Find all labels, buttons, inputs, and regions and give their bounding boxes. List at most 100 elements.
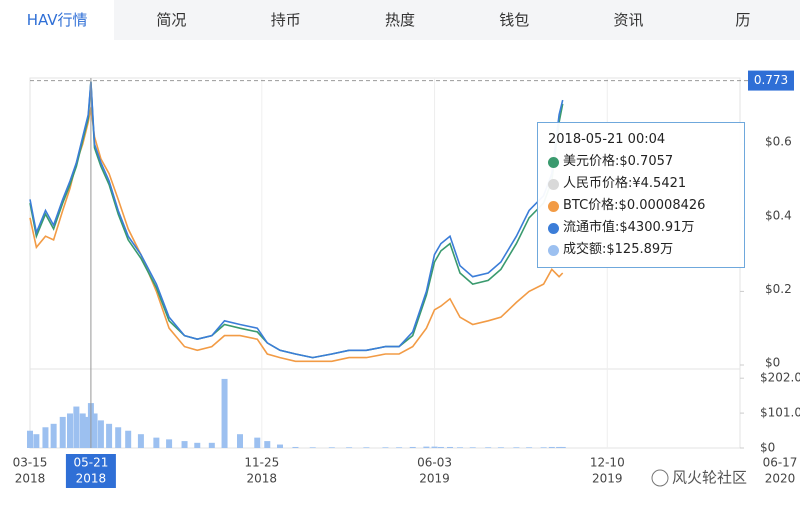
volume-bar [328, 447, 335, 448]
volume-bar [277, 444, 283, 448]
volume-bar [540, 447, 547, 448]
volume-bar [166, 439, 173, 448]
volume-bar [292, 446, 299, 448]
tooltip: 2018-05-21 00:04 美元价格:$0.7057 人民币价格:¥4.54… [537, 122, 745, 268]
volume-bar [485, 447, 492, 448]
watermark: 风火轮社区 [672, 469, 747, 487]
x-label-highlight [65, 454, 116, 488]
tooltip-dot [548, 178, 559, 190]
tab[interactable]: 历 [735, 11, 751, 29]
tooltip-text: 美元价格:$0.7057 [563, 154, 674, 169]
tooltip-row: BTC价格:$0.00008426 [548, 195, 734, 217]
tooltip-row: 人民币价格:¥4.5421 [548, 173, 734, 195]
x-tick-label: 12-10 [590, 456, 625, 470]
volume-bar [73, 406, 80, 448]
tooltip-title: 2018-05-21 00:04 [548, 132, 666, 147]
volume-bar [42, 427, 49, 448]
tab[interactable]: 热度 [384, 11, 415, 29]
volume-bar [91, 413, 98, 448]
volume-bar [437, 446, 444, 448]
volume-bar [125, 430, 132, 448]
volume-bar [59, 416, 66, 448]
volume-bar [457, 447, 463, 448]
tooltip-text: BTC价格:$0.00008426 [563, 198, 706, 213]
tab[interactable]: 持币 [270, 11, 301, 29]
tooltip-row: 美元价格:$0.7057 [548, 151, 734, 173]
volume-bar [254, 437, 261, 448]
tooltip-text: 成交额:$125.89万 [563, 242, 674, 257]
x-tick-label: 2018 [15, 472, 46, 486]
volume-bar [137, 434, 144, 448]
volume-bar [556, 446, 563, 448]
volume-bar [346, 447, 353, 448]
volume-bar [431, 446, 438, 448]
x-tick-label: 2019 [419, 472, 450, 486]
volume-bar [194, 442, 201, 448]
watermark-icon [651, 469, 669, 487]
volume-bar [33, 434, 40, 448]
volume-bar [497, 447, 504, 448]
volume-bar [97, 420, 104, 448]
price-line [29, 107, 564, 363]
volume-bar [208, 442, 215, 448]
tooltip-dot [548, 244, 559, 256]
current-value-box [748, 70, 794, 91]
tab[interactable]: 简况 [156, 11, 187, 29]
y-tick-label: $0.6 [765, 135, 792, 149]
volume-bar [469, 447, 476, 448]
volume-bar [115, 427, 122, 448]
x-tick-label: 06-17 [763, 456, 798, 470]
volume-bar [363, 447, 370, 448]
tooltip-text: 人民币价格:¥4.5421 [563, 176, 687, 191]
x-tick-label: 11-25 [244, 456, 279, 470]
tab[interactable]: 资讯 [613, 11, 644, 29]
tooltip-text: 流通市值:$4300.91万 [563, 220, 695, 235]
chart: 03-15 2018 05-21 2018 11-25 2018 06-03 2019 12-1… [13, 70, 800, 488]
volume-bar [513, 447, 520, 448]
y-tick-label: $0.2 [765, 282, 792, 296]
volume-bar [50, 423, 57, 448]
x-tick-label: 05-21 [73, 456, 108, 470]
y-tick-label: $0.4 [765, 208, 792, 222]
current-value-label: 0.773 [754, 73, 788, 87]
x-tick-label: 06-03 [417, 456, 452, 470]
y-tick-label: $0 [765, 356, 780, 370]
x-tick-label: 2018 [247, 472, 278, 486]
volume-bar [153, 437, 160, 448]
volume-bar [309, 447, 316, 448]
y-tick-label: $0 [760, 441, 775, 455]
volume-bar [447, 446, 453, 448]
volume-bar [237, 434, 243, 448]
tooltip-dot [548, 156, 559, 168]
price-line [29, 81, 564, 359]
volume-bar [79, 413, 86, 448]
tab[interactable]: 钱包 [499, 11, 530, 29]
price-line [29, 81, 564, 359]
volume-bar [181, 441, 188, 448]
tooltip-dot [548, 200, 559, 212]
x-tick-label: 2020 [765, 472, 796, 486]
volume-bar [559, 446, 566, 448]
volume-bar [67, 413, 73, 448]
x-tick-label: 2018 [76, 472, 107, 486]
volume-bar [264, 441, 271, 448]
tooltip-dot [548, 222, 559, 234]
y-tick-label: $101.03万 [760, 406, 800, 420]
volume-bar [106, 423, 113, 448]
volume-bar [409, 446, 416, 448]
tooltip-row: 流通市值:$4300.91万 [548, 217, 734, 239]
x-tick-label: 03-15 [13, 456, 48, 470]
y-tick-label: $202.06万 [760, 371, 800, 385]
volume-bar [221, 378, 228, 448]
volume-bar [27, 430, 33, 448]
volume-bar [423, 446, 430, 448]
tab[interactable]: HAV行情 [0, 0, 115, 40]
tab-bar: HAV行情 简况 持币 热度 钱包 资讯 历 [0, 0, 800, 40]
volume-bar [526, 447, 533, 448]
x-tick-label: 2019 [592, 472, 623, 486]
volume-bar [382, 447, 389, 448]
volume-bar [396, 447, 403, 448]
volume-bar [548, 446, 555, 448]
tooltip-row: 成交额:$125.89万 [548, 239, 734, 261]
